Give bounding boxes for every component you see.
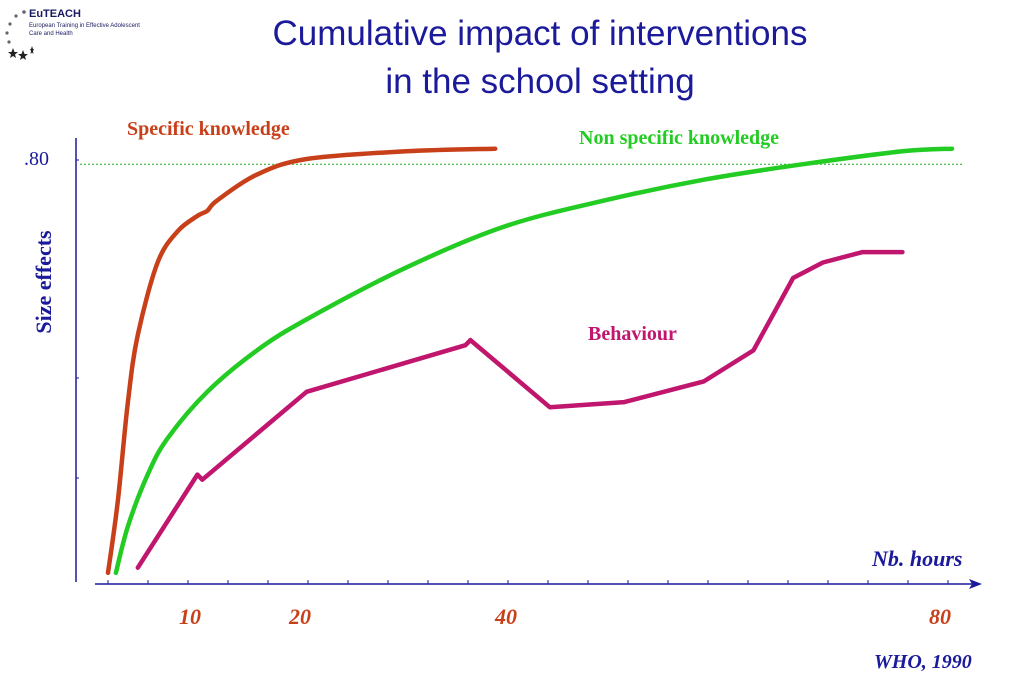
chart-title-line-2: in the school setting [385, 62, 695, 101]
x-tick-label-10: 10 [179, 604, 201, 629]
y-tick-label-80: .80 [24, 148, 49, 170]
x-tick-label-80: 80 [929, 604, 951, 629]
star-circle-icon [5, 10, 34, 60]
series-line-behaviour [135, 249, 905, 570]
x-tick-label-20: 20 [289, 604, 311, 629]
x-axis-label: Nb. hours [872, 546, 963, 571]
series-label-behaviour: Behaviour [588, 323, 677, 345]
euteach-logo: EuTEACH European Training in Effective A… [4, 6, 144, 62]
series-line-specific-knowledge [105, 146, 498, 576]
source-citation: WHO, 1990 [874, 651, 972, 673]
x-axis-arrow [969, 579, 982, 589]
logo-subtitle: European Training in Effective Adolescen… [29, 23, 140, 37]
series-label-specific-knowledge: Specific knowledge [127, 118, 290, 140]
chart-title-line-1: Cumulative impact of interventions [272, 14, 808, 53]
y-axis-label: Size effects [31, 230, 56, 334]
series-line-non-specific-knowledge [113, 146, 955, 576]
logo-title: EuTEACH [29, 8, 81, 20]
series-label-non-specific-knowledge: Non specific knowledge [579, 127, 779, 149]
x-tick-label-40: 40 [495, 604, 517, 629]
